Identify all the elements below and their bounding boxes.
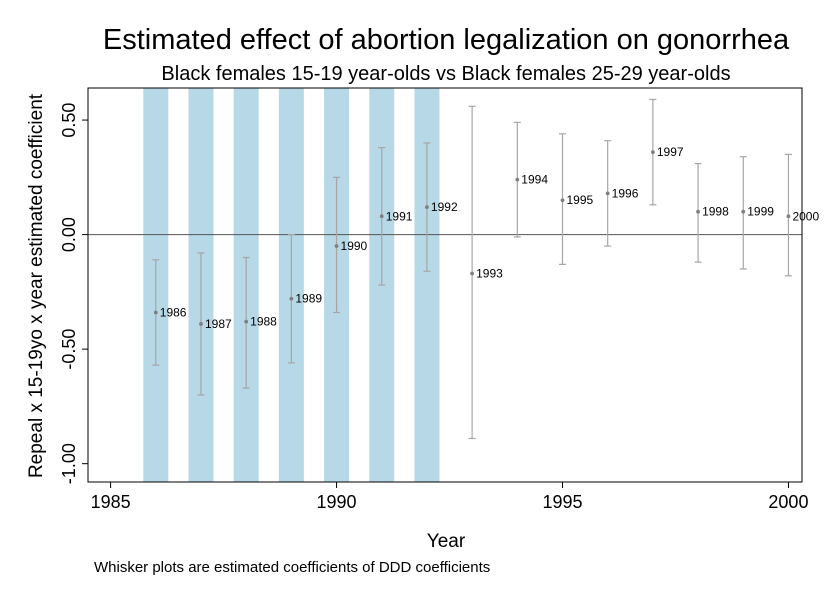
data-point — [244, 319, 249, 324]
point-label: 1986 — [160, 305, 187, 319]
point-label: 1999 — [747, 205, 774, 219]
y-tick-label: 0.00 — [59, 217, 79, 252]
data-point — [379, 214, 384, 219]
data-point — [786, 214, 791, 219]
data-point — [650, 150, 655, 155]
data-point — [289, 296, 294, 301]
data-point — [199, 322, 203, 326]
data-point — [470, 271, 475, 276]
point-label: 1995 — [566, 193, 593, 207]
point-label: 1989 — [295, 292, 322, 306]
data-point — [515, 177, 520, 182]
x-axis-label: Year — [427, 531, 466, 552]
point-label: 1997 — [657, 145, 684, 159]
x-tick-label: 1990 — [317, 492, 357, 512]
plot-frame — [87, 87, 803, 483]
point-label: 2000 — [792, 209, 819, 223]
x-tick-label: 1985 — [91, 492, 131, 512]
data-point — [741, 209, 746, 214]
chart-note: Whisker plots are estimated coefficients… — [94, 559, 490, 576]
point-label: 1998 — [702, 205, 729, 219]
point-label: 1987 — [205, 317, 232, 331]
y-tick-label: -1.00 — [59, 443, 79, 484]
point-label: 1991 — [386, 209, 413, 223]
data-point — [334, 244, 339, 248]
data-point — [560, 198, 565, 203]
data-point — [153, 310, 158, 315]
x-tick-label: 1995 — [542, 492, 582, 512]
plot-area: 1986 1987 1988 1989 1990 1991 1992 1993 1994 1995… — [59, 87, 819, 512]
x-tick-label: 2000 — [768, 492, 808, 512]
chart-title: Estimated effect of abortion legalizatio… — [103, 24, 790, 56]
chart-subtitle: Black females 15-19 year-olds vs Black f… — [161, 63, 730, 85]
y-tick-label: 0.50 — [59, 103, 79, 138]
point-label: 1996 — [612, 186, 639, 200]
y-axis-label: Repeal x 15-19yo x year estimated coeffi… — [26, 93, 47, 478]
point-label: 1993 — [476, 267, 503, 281]
point-label: 1988 — [250, 315, 277, 329]
point-label: 1990 — [341, 239, 368, 253]
data-point — [425, 205, 429, 210]
data-point — [605, 191, 610, 196]
data-point — [696, 209, 700, 214]
y-tick-label: -0.50 — [59, 329, 79, 370]
point-label: 1992 — [431, 200, 458, 214]
point-label: 1994 — [521, 173, 548, 187]
